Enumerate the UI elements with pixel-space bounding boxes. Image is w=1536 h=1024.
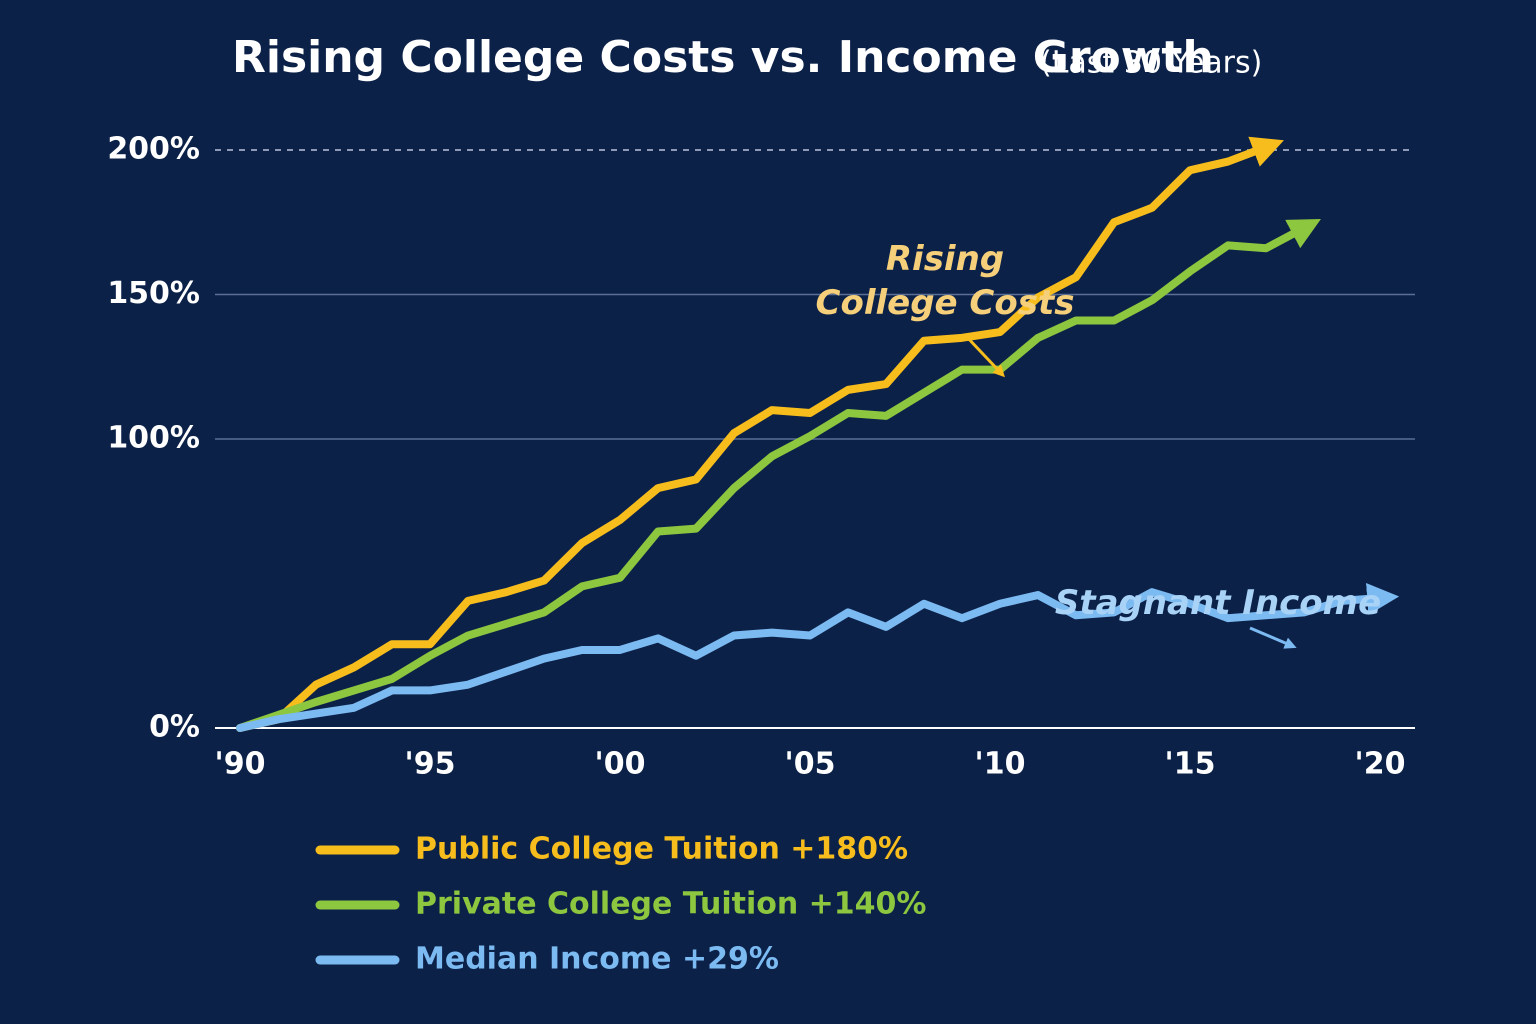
annotation: Rising College Costs bbox=[816, 239, 1075, 323]
x-tick-label: '95 bbox=[405, 747, 456, 782]
annotation-line: Stagnant Income bbox=[1055, 583, 1381, 623]
series-line bbox=[236, 136, 1284, 732]
x-tick-label: '90 bbox=[215, 747, 266, 782]
chart-title: Rising College Costs vs. Income Growth bbox=[232, 32, 1214, 83]
annotation-line: College Costs bbox=[816, 283, 1075, 323]
y-tick-label: 200% bbox=[107, 132, 200, 167]
x-tick-label: '10 bbox=[975, 747, 1026, 782]
chart-subtitle: (Last 30 Years) bbox=[1040, 46, 1262, 81]
annotation: Stagnant Income bbox=[1055, 583, 1381, 623]
x-tick-label: '00 bbox=[595, 747, 646, 782]
annotation-arrow bbox=[1249, 626, 1297, 649]
annotation-arrow bbox=[963, 333, 1005, 378]
y-tick-label: 100% bbox=[107, 421, 200, 456]
legend-label: Private College Tuition +140% bbox=[415, 887, 926, 922]
x-tick-label: '15 bbox=[1165, 747, 1216, 782]
legend-label: Median Income +29% bbox=[415, 942, 779, 977]
x-tick-label: '20 bbox=[1355, 747, 1406, 782]
annotation-line: Rising bbox=[886, 239, 1004, 279]
x-tick-label: '05 bbox=[785, 747, 836, 782]
legend-label: Public College Tuition +180% bbox=[415, 832, 908, 867]
series-line bbox=[236, 219, 1321, 732]
y-tick-label: 0% bbox=[149, 710, 200, 745]
series-line bbox=[236, 582, 1400, 732]
y-tick-label: 150% bbox=[107, 276, 200, 311]
